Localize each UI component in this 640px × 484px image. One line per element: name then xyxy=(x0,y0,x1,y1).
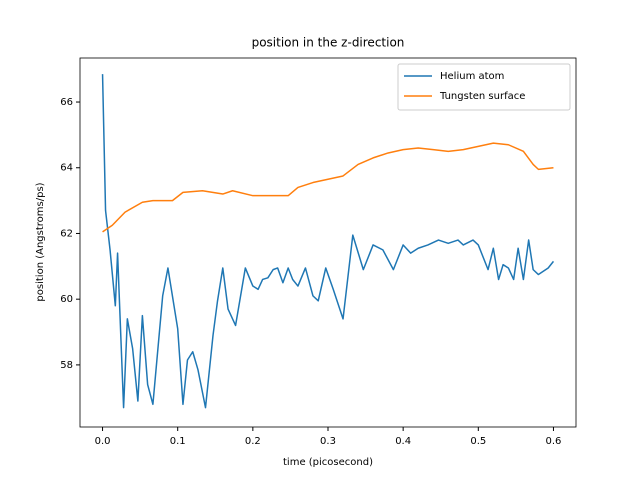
chart-title: position in the z-direction xyxy=(252,36,405,50)
x-tick-label: 0.6 xyxy=(546,436,562,447)
x-tick-label: 0.3 xyxy=(320,436,336,447)
plot-frame xyxy=(79,57,577,428)
x-tick-label: 0.2 xyxy=(245,436,261,447)
y-tick-label: 58 xyxy=(60,360,73,371)
x-tick-label: 0.1 xyxy=(170,436,186,447)
line xyxy=(102,142,554,233)
legend: Helium atom Tungsten surface xyxy=(397,63,571,111)
x-tick-label: 0.5 xyxy=(470,436,486,447)
legend-label: Helium atom xyxy=(440,71,504,82)
y-tick-label: 62 xyxy=(60,228,73,239)
y-axis-label: position (Angstroms/ps) xyxy=(35,182,46,301)
y-tick-label: 66 xyxy=(60,97,73,108)
x-tick-label: 0.0 xyxy=(95,436,111,447)
x-axis-label: time (picosecond) xyxy=(283,457,373,468)
y-tick-label: 64 xyxy=(60,163,73,174)
legend-box xyxy=(397,63,571,111)
y-tick-label: 60 xyxy=(60,294,73,305)
x-tick-label: 0.4 xyxy=(395,436,411,447)
legend-label: Tungsten surface xyxy=(439,91,525,102)
line xyxy=(101,74,555,409)
